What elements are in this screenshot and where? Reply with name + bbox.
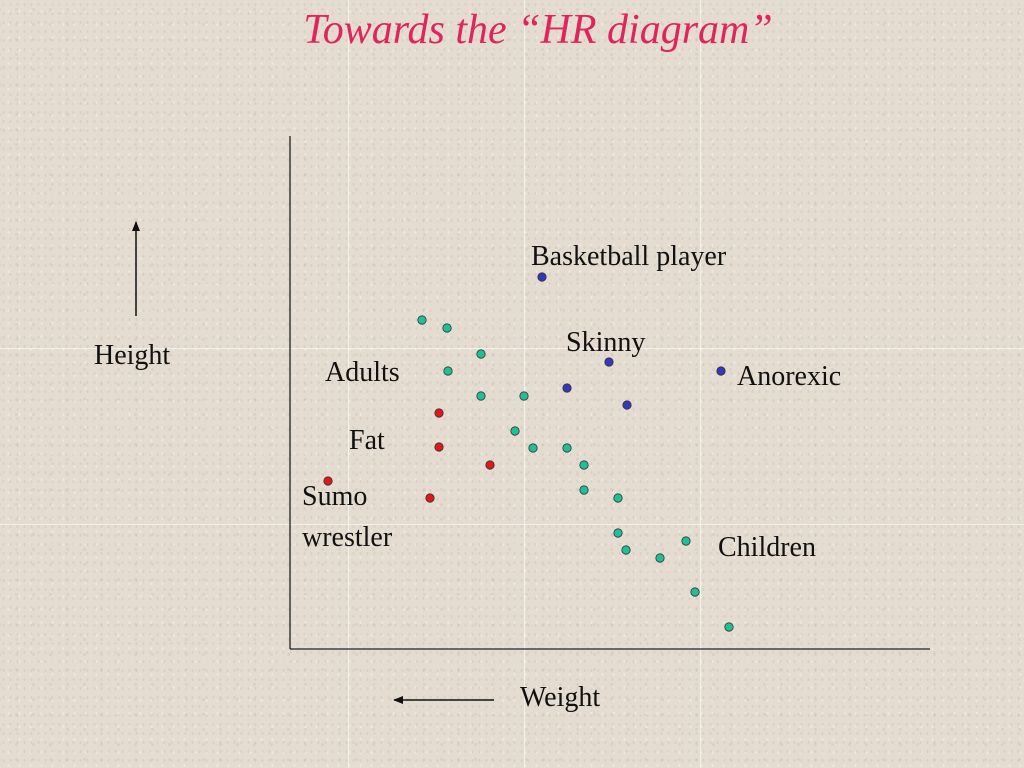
label-children: Children <box>718 532 816 563</box>
data-point-adults-children <box>613 528 623 538</box>
data-point-adults-children <box>613 493 623 503</box>
data-point-adults-children <box>510 426 520 436</box>
data-point-thin <box>562 383 572 393</box>
data-point-fat-sumo <box>434 442 444 452</box>
data-point-adults-children <box>562 443 572 453</box>
y-axis-label: Height <box>94 340 171 371</box>
data-point-fat-sumo <box>425 493 435 503</box>
data-point-adults-children <box>724 622 734 632</box>
data-point-adults-children <box>681 536 691 546</box>
data-point-adults-children <box>417 315 427 325</box>
label-sumo-line2: wrestler <box>302 522 393 553</box>
data-point-fat-sumo <box>323 476 333 486</box>
label-adults: Adults <box>325 357 400 388</box>
data-point-adults-children <box>528 443 538 453</box>
label-fat: Fat <box>349 425 385 456</box>
data-point-adults-children <box>442 323 452 333</box>
grid-line <box>348 0 349 768</box>
label-sumo-line1: Sumo <box>302 481 368 512</box>
data-point-adults-children <box>476 349 486 359</box>
label-anorexic: Anorexic <box>737 361 842 392</box>
grid-line <box>700 0 701 768</box>
data-point-thin <box>537 272 547 282</box>
data-point-adults-children <box>621 545 631 555</box>
data-point-adults-children <box>690 587 700 597</box>
data-point-thin <box>716 366 726 376</box>
data-point-adults-children <box>655 553 665 563</box>
data-point-fat-sumo <box>434 408 444 418</box>
data-point-adults-children <box>476 391 486 401</box>
data-point-thin <box>604 357 614 367</box>
data-point-adults-children <box>443 366 453 376</box>
grid-line <box>0 524 1024 525</box>
slide-title: Towards the “HR diagram” <box>303 7 773 53</box>
label-skinny: Skinny <box>566 327 646 358</box>
grid-line <box>0 348 1024 349</box>
grid-line <box>524 0 525 768</box>
data-points <box>323 272 734 632</box>
data-point-fat-sumo <box>485 460 495 470</box>
data-point-adults-children <box>579 460 589 470</box>
data-point-adults-children <box>519 391 529 401</box>
x-axis-label: Weight <box>520 682 601 713</box>
data-point-adults-children <box>579 485 589 495</box>
label-basketball: Basketball player <box>531 241 727 272</box>
data-point-thin <box>622 400 632 410</box>
